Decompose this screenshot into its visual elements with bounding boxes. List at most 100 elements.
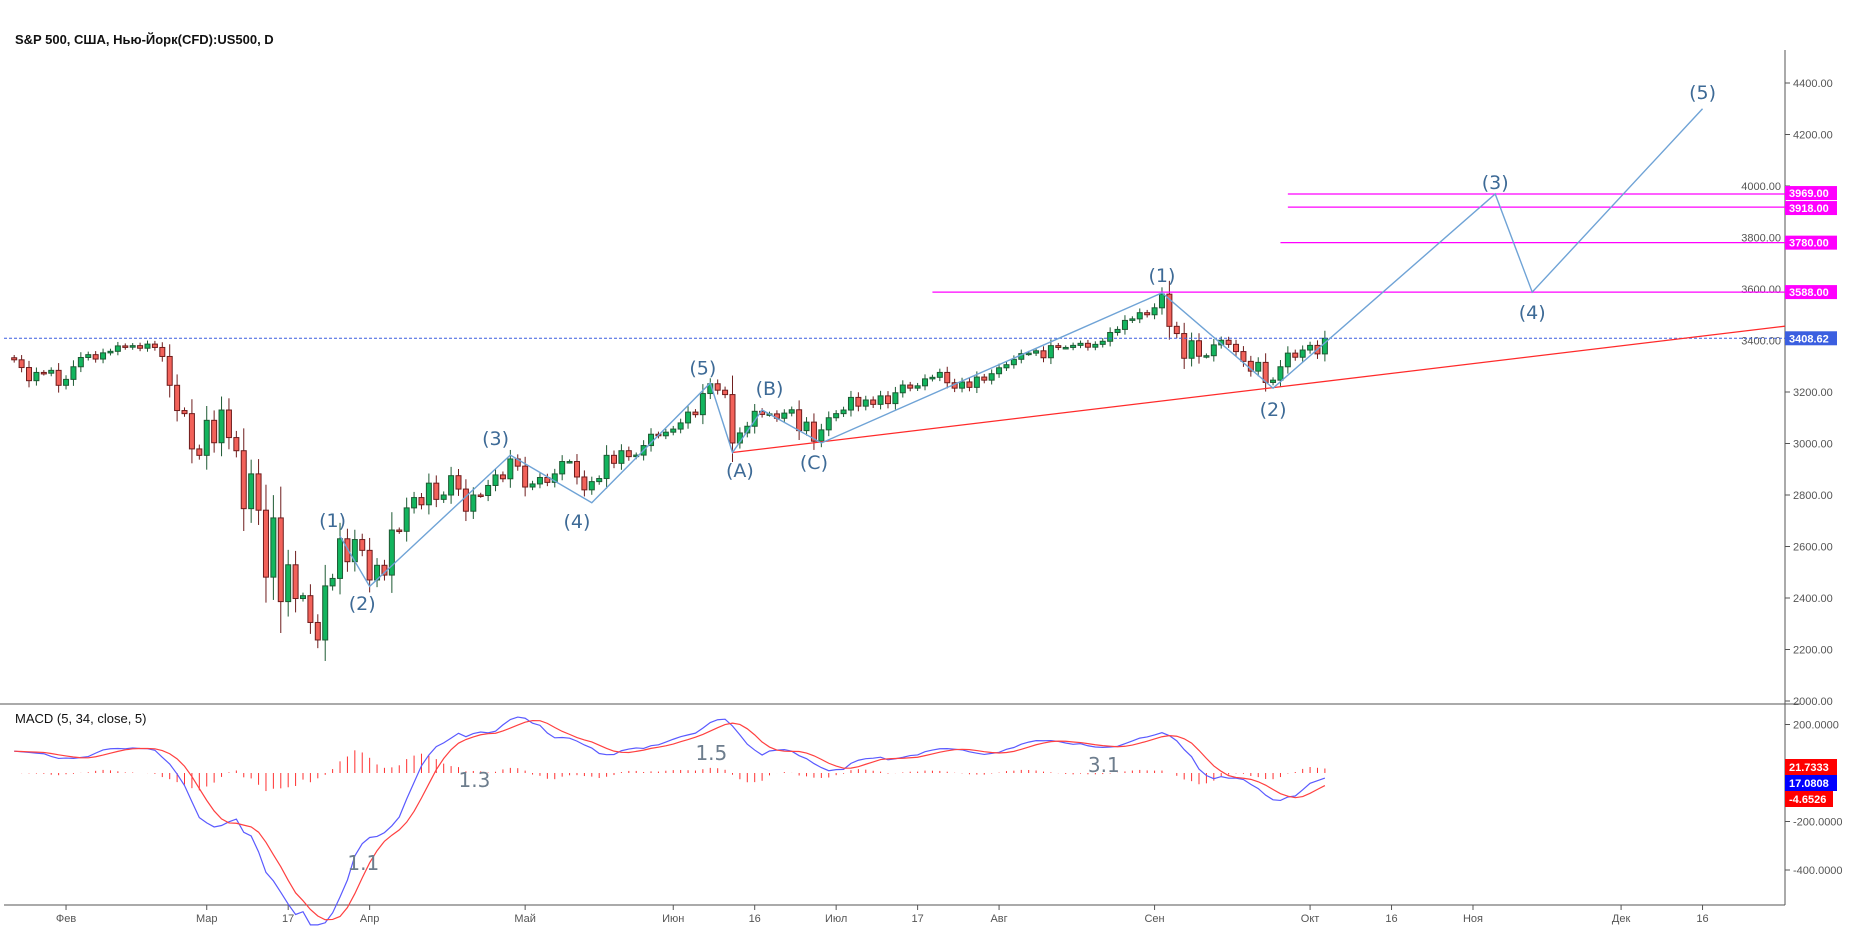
candle-up <box>847 396 854 411</box>
candle-down <box>396 529 403 533</box>
price-tick-label: 3000.00 <box>1793 439 1833 451</box>
candle-up <box>685 411 692 424</box>
wave-label: (2) <box>349 593 376 615</box>
candle-up <box>699 393 706 416</box>
candle-up <box>899 384 906 394</box>
candle-up <box>1188 340 1195 359</box>
candle-up <box>618 450 625 464</box>
candle-up <box>218 409 225 444</box>
candle-up <box>329 577 336 587</box>
time-tick-label: Сен <box>1144 913 1164 925</box>
candle-up <box>114 345 121 352</box>
candle-up <box>744 425 751 434</box>
candle-down <box>1181 333 1188 359</box>
macd-histogram <box>21 750 1326 792</box>
candle-up <box>411 497 418 509</box>
wave-label: (5) <box>689 358 716 380</box>
candle-up <box>1107 332 1114 342</box>
candle-up <box>596 478 603 483</box>
candle-down <box>1144 312 1151 316</box>
candle-up <box>48 369 55 374</box>
candle-down <box>188 413 195 450</box>
wave-label: (B) <box>756 378 784 400</box>
level-badge-bg <box>1785 235 1837 250</box>
wave-label: (4) <box>564 511 591 533</box>
candle-down <box>796 409 803 432</box>
macd-tick-label: -200.0000 <box>1793 817 1843 829</box>
candle-down <box>944 371 951 384</box>
candle-down <box>722 389 729 396</box>
candle-up <box>1077 342 1084 346</box>
candle-down <box>1225 339 1232 345</box>
candle-up <box>936 371 943 378</box>
candle-down <box>11 357 18 361</box>
chart-title: S&P 500, США, Нью-Йорк(CFD):US500, D <box>15 32 274 47</box>
time-tick-label: Авг <box>990 913 1007 925</box>
macd-value-bg <box>1785 791 1833 807</box>
wave-label: (3) <box>482 428 509 450</box>
candle-down <box>211 419 218 444</box>
price-tick-label: 3600.00 <box>1741 284 1781 296</box>
candle-down <box>18 359 25 369</box>
candle-down <box>581 476 588 491</box>
time-tick-label: Июл <box>825 913 847 925</box>
candle-up <box>63 378 70 386</box>
candle-up <box>1092 343 1099 348</box>
candle-up <box>1158 293 1165 309</box>
candle-down <box>1240 351 1247 362</box>
candle-down <box>344 538 351 563</box>
time-tick-label: Май <box>514 913 536 925</box>
candle-down <box>55 369 62 386</box>
candle-up <box>1025 352 1032 356</box>
candle-up <box>603 454 610 480</box>
level-badge: 3780.00 <box>1789 238 1829 250</box>
candle-up <box>107 350 114 354</box>
candle-down <box>277 517 284 603</box>
candle-up <box>1033 350 1040 354</box>
candle-up <box>833 413 840 419</box>
candle-up <box>1299 349 1306 358</box>
candle-down <box>729 394 736 444</box>
candle-up <box>1210 344 1217 357</box>
macd-tick-label: -400.0000 <box>1793 865 1843 877</box>
candle-down <box>262 509 269 578</box>
candle-down <box>966 381 973 388</box>
candle-up <box>337 538 344 579</box>
level-badge: 3918.00 <box>1789 203 1829 215</box>
candle-up <box>988 373 995 381</box>
candle-down <box>455 475 462 490</box>
level-badge-bg <box>1785 285 1837 300</box>
candle-down <box>884 395 891 405</box>
candle-up <box>203 419 210 456</box>
time-tick-label: Дек <box>1612 913 1631 925</box>
candle-up <box>403 507 410 532</box>
candle-down <box>418 497 425 506</box>
time-tick-label: Апр <box>360 913 379 925</box>
level-badge: 3969.00 <box>1789 188 1829 200</box>
candle-up <box>751 410 758 427</box>
level-badge: 3588.00 <box>1789 287 1829 299</box>
time-tick-label: 16 <box>1696 913 1708 925</box>
candle-up <box>1070 344 1077 348</box>
candle-up <box>33 371 40 382</box>
candle-up <box>1307 344 1314 351</box>
candle-up <box>1151 307 1158 316</box>
candle-up <box>470 494 477 512</box>
candle-down <box>573 461 580 478</box>
candle-up <box>662 431 669 437</box>
candle-down <box>462 488 469 512</box>
candle-up <box>781 412 788 419</box>
candle-down <box>151 343 158 348</box>
candle-up <box>388 529 395 576</box>
wave-label: (C) <box>800 452 828 474</box>
candle-up <box>840 409 847 415</box>
candle-down <box>981 376 988 381</box>
candle-up <box>77 356 84 368</box>
candle-down <box>477 494 484 497</box>
last-price-badge-bg <box>1785 331 1837 346</box>
candle-up <box>425 482 432 506</box>
candle-down <box>174 384 181 412</box>
candle-down <box>907 384 914 389</box>
candle-down <box>692 411 699 416</box>
